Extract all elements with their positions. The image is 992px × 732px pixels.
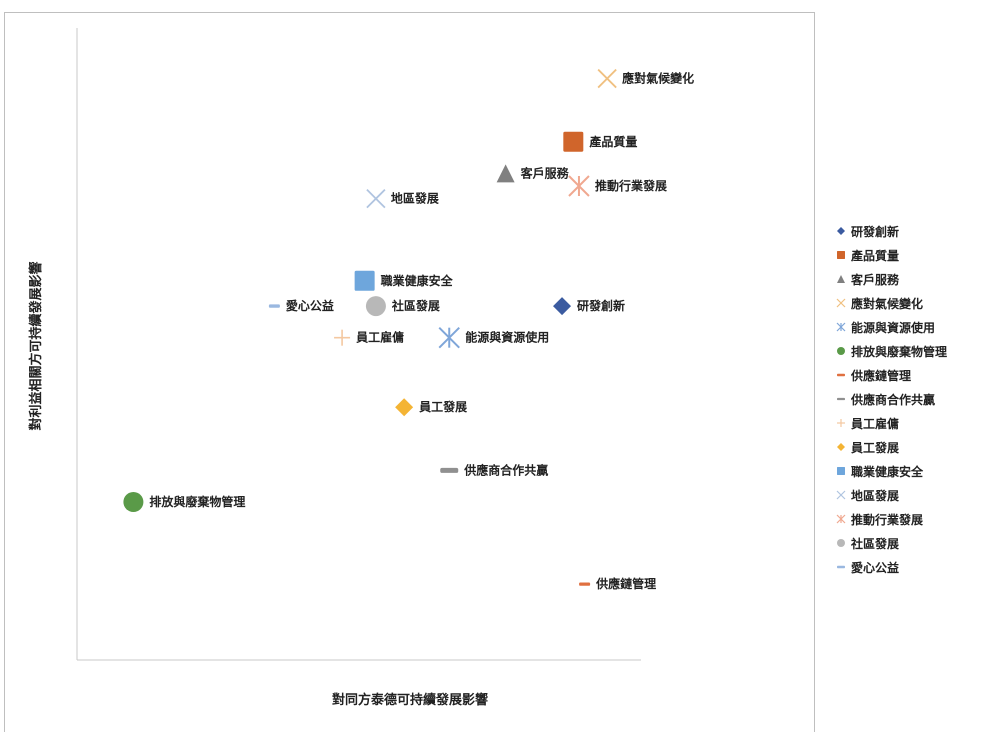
legend-label: 供應鏈管理 [851,368,912,383]
point-4 [438,326,460,349]
point-label-2: 客戶服務 [520,165,570,180]
point-label-9: 員工發展 [418,399,467,414]
legend-item-14: 愛心公益 [834,555,992,579]
point-13 [365,296,386,317]
point-label-8: 員工雇傭 [355,330,404,345]
legend-label: 能源與資源使用 [851,320,936,335]
legend-item-3: 應對氣候變化 [834,291,992,315]
point-label-14: 愛心公益 [286,298,334,313]
point-2 [496,164,515,183]
legend-marker-icon [834,440,848,454]
point-label-0: 研發創新 [577,298,625,313]
legend: 研發創新產品質量客戶服務應對氣候變化 能源與資源使用 排放與廢棄物管理 供應鏈管理供應… [834,219,992,579]
point-9 [395,398,414,417]
legend-marker-icon [834,560,848,574]
point-label-11: 地區發展 [391,191,439,206]
legend-label: 愛心公益 [851,560,900,575]
point-label-6: 供應鏈管理 [595,576,656,591]
legend-item-2: 客戶服務 [834,267,992,291]
legend-item-5: 排放與廢棄物管理 [834,339,992,363]
legend-item-4: 能源與資源使用 [834,315,992,339]
legend-label: 地區發展 [851,488,900,503]
point-12 [568,175,590,197]
legend-marker-icon [834,464,848,478]
legend-item-9: 員工發展 [834,435,992,459]
point-0 [553,297,572,316]
point-label-10: 職業健康安全 [381,273,454,288]
legend-label: 客戶服務 [851,272,900,287]
point-label-3: 應對氣候變化 [622,71,694,86]
legend-label: 推動行業發展 [851,512,924,527]
point-label-7: 供應商合作共贏 [463,462,548,477]
legend-marker-icon [834,488,848,502]
x-axis-title: 對同方泰德可持續發展影響 [332,692,488,708]
legend-marker-icon [834,272,848,286]
y-axis-title: 對利益相關方可持續發展影響 [28,261,44,430]
point-3 [597,68,617,89]
legend-item-12: 推動行業發展 [834,507,992,531]
legend-label: 員工雇傭 [851,416,900,431]
legend-label: 員工發展 [851,440,900,455]
legend-label: 產品質量 [851,248,900,263]
legend-label: 排放與廢棄物管理 [851,344,948,359]
point-10 [354,270,375,291]
legend-item-13: 社區發展 [834,531,992,555]
point-11 [366,189,386,209]
legend-marker-icon [834,368,848,382]
point-label-12: 推動行業發展 [595,178,667,193]
legend-item-8: 員工雇傭 [834,411,992,435]
legend-marker-icon [834,344,848,358]
point-7 [440,467,459,473]
legend-label: 供應商合作共贏 [851,392,936,407]
chart-area: 對同方泰德可持續發展影響 對利益相關方可持續發展影響 研發創新 產品質量客戶服務 應… [4,12,815,732]
legend-marker-icon [834,320,848,334]
legend-marker-icon [834,248,848,262]
legend-item-10: 職業健康安全 [834,459,992,483]
legend-item-1: 產品質量 [834,243,992,267]
legend-label: 職業健康安全 [851,464,924,479]
legend-label: 研發創新 [851,224,900,239]
legend-marker-icon [834,224,848,238]
point-label-4: 能源與資源使用 [465,330,549,345]
legend-item-7: 供應商合作共贏 [834,387,992,411]
legend-marker-icon [834,392,848,406]
legend-item-6: 供應鏈管理 [834,363,992,387]
point-8 [334,329,351,346]
legend-marker-icon [834,416,848,430]
point-label-13: 社區發展 [391,298,440,313]
point-14 [268,304,280,308]
point-label-1: 產品質量 [588,134,637,149]
legend-item-11: 地區發展 [834,483,992,507]
legend-label: 社區發展 [851,536,900,551]
point-5 [123,492,144,512]
legend-marker-icon [834,296,848,310]
legend-label: 應對氣候變化 [851,296,924,311]
point-6 [579,582,591,586]
point-1 [563,131,584,152]
point-label-5: 排放與廢棄物管理 [149,494,245,509]
legend-marker-icon [834,536,848,550]
legend-marker-icon [834,512,848,526]
legend-item-0: 研發創新 [834,219,992,243]
